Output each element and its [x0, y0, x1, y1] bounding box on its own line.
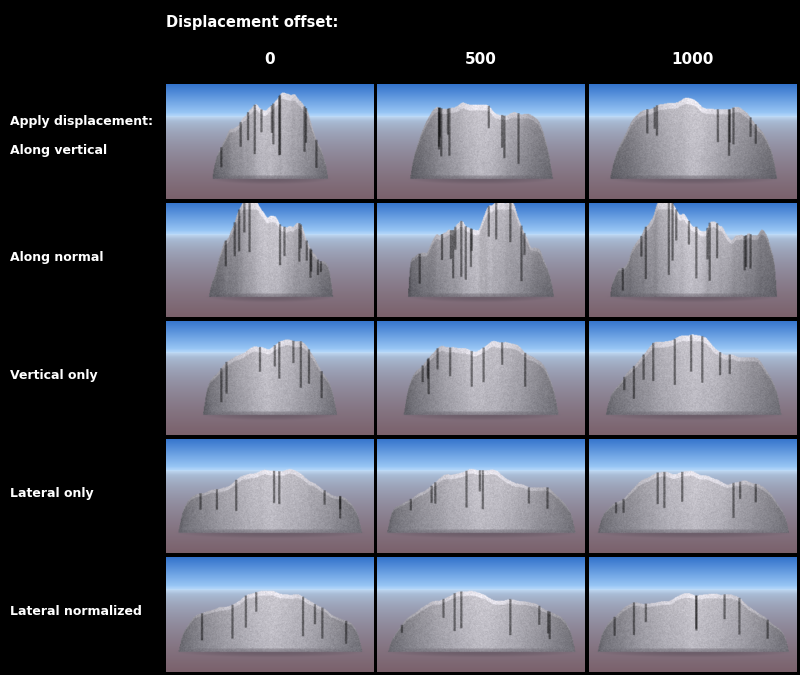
Text: 1000: 1000	[671, 53, 714, 68]
Text: Along normal: Along normal	[10, 251, 103, 264]
Text: 0: 0	[264, 53, 274, 68]
Text: Lateral only: Lateral only	[10, 487, 94, 500]
Text: Vertical only: Vertical only	[10, 369, 98, 382]
Text: Lateral normalized: Lateral normalized	[10, 605, 142, 618]
Text: Displacement offset:: Displacement offset:	[166, 15, 338, 30]
Text: 500: 500	[465, 53, 497, 68]
Text: Along vertical: Along vertical	[10, 144, 106, 157]
Text: Apply displacement:: Apply displacement:	[10, 115, 153, 128]
